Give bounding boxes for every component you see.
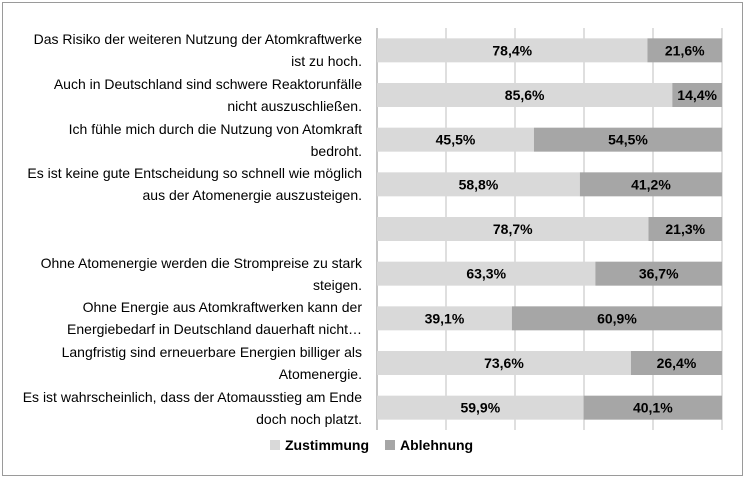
category-label-3: Es ist keine gute Entscheidung so schnel… bbox=[27, 165, 362, 204]
data-label-zustimmung-2: 45,5% bbox=[436, 132, 476, 148]
category-label-1: Auch in Deutschland sind schwere Reaktor… bbox=[53, 76, 362, 114]
bar-ablehnung-3 bbox=[579, 172, 722, 197]
legend-label-zustimmung: Zustimmung bbox=[285, 437, 369, 453]
bar-zustimmung-8 bbox=[377, 395, 584, 420]
bar-zustimmung-0 bbox=[377, 38, 648, 63]
data-label-ablehnung-5: 36,7% bbox=[639, 266, 679, 282]
bar-zustimmung-7 bbox=[377, 351, 631, 375]
category-label-5: Ohne Atomenergie werden die Strompreise … bbox=[40, 254, 362, 293]
category-label-6: Ohne Energie aus Atomkraftwerken kann de… bbox=[67, 299, 362, 338]
data-label-zustimmung-5: 63,3% bbox=[466, 266, 506, 282]
data-label-zustimmung-1: 85,6% bbox=[505, 87, 545, 103]
bar-zustimmung-1 bbox=[377, 83, 673, 107]
data-label-zustimmung-3: 58,8% bbox=[459, 176, 499, 192]
data-label-ablehnung-4: 21,3% bbox=[665, 221, 705, 237]
bar-ablehnung-8 bbox=[583, 395, 722, 420]
data-label-ablehnung-0: 21,6% bbox=[665, 42, 705, 58]
legend-item-zustimmung: Zustimmung bbox=[270, 437, 369, 453]
bar-zustimmung-3 bbox=[377, 172, 580, 197]
bar-zustimmung-6 bbox=[377, 306, 512, 331]
bar-zustimmung-5 bbox=[377, 261, 596, 286]
data-label-zustimmung-7: 73,6% bbox=[484, 355, 524, 371]
bar-ablehnung-4 bbox=[648, 217, 722, 241]
bar-zustimmung-2 bbox=[377, 127, 534, 152]
legend-item-ablehnung: Ablehnung bbox=[385, 437, 473, 453]
data-label-ablehnung-8: 40,1% bbox=[633, 400, 673, 416]
bar-ablehnung-7 bbox=[630, 351, 722, 375]
category-label-7: Langfristig sind erneuerbare Energien bi… bbox=[61, 344, 362, 382]
data-label-zustimmung-8: 59,9% bbox=[460, 400, 500, 416]
category-label-0: Das Risiko der weiteren Nutzung der Atom… bbox=[33, 31, 362, 70]
data-label-ablehnung-6: 60,9% bbox=[597, 310, 637, 326]
data-label-ablehnung-3: 41,2% bbox=[631, 176, 671, 192]
category-label-8: Es ist wahrscheinlich, dass der Atomauss… bbox=[22, 388, 362, 427]
legend: Zustimmung Ablehnung bbox=[270, 437, 489, 453]
category-label-2: Ich fühle mich durch die Nutzung von Ato… bbox=[68, 120, 362, 159]
legend-swatch-zustimmung bbox=[270, 440, 280, 450]
bar-ablehnung-2 bbox=[533, 127, 722, 152]
legend-swatch-ablehnung bbox=[385, 440, 395, 450]
bar-ablehnung-0 bbox=[647, 38, 722, 63]
legend-label-ablehnung: Ablehnung bbox=[400, 437, 474, 453]
data-label-ablehnung-7: 26,4% bbox=[657, 355, 697, 371]
bar-zustimmung-4 bbox=[377, 217, 649, 241]
data-label-ablehnung-1: 14,4% bbox=[677, 87, 717, 103]
data-label-zustimmung-0: 78,4% bbox=[492, 42, 532, 58]
bar-ablehnung-1 bbox=[672, 83, 722, 107]
bar-ablehnung-5 bbox=[595, 261, 722, 286]
bar-ablehnung-6 bbox=[511, 306, 722, 331]
data-label-zustimmung-4: 78,7% bbox=[493, 221, 533, 237]
data-label-zustimmung-6: 39,1% bbox=[425, 310, 465, 326]
data-label-ablehnung-2: 54,5% bbox=[608, 132, 648, 148]
